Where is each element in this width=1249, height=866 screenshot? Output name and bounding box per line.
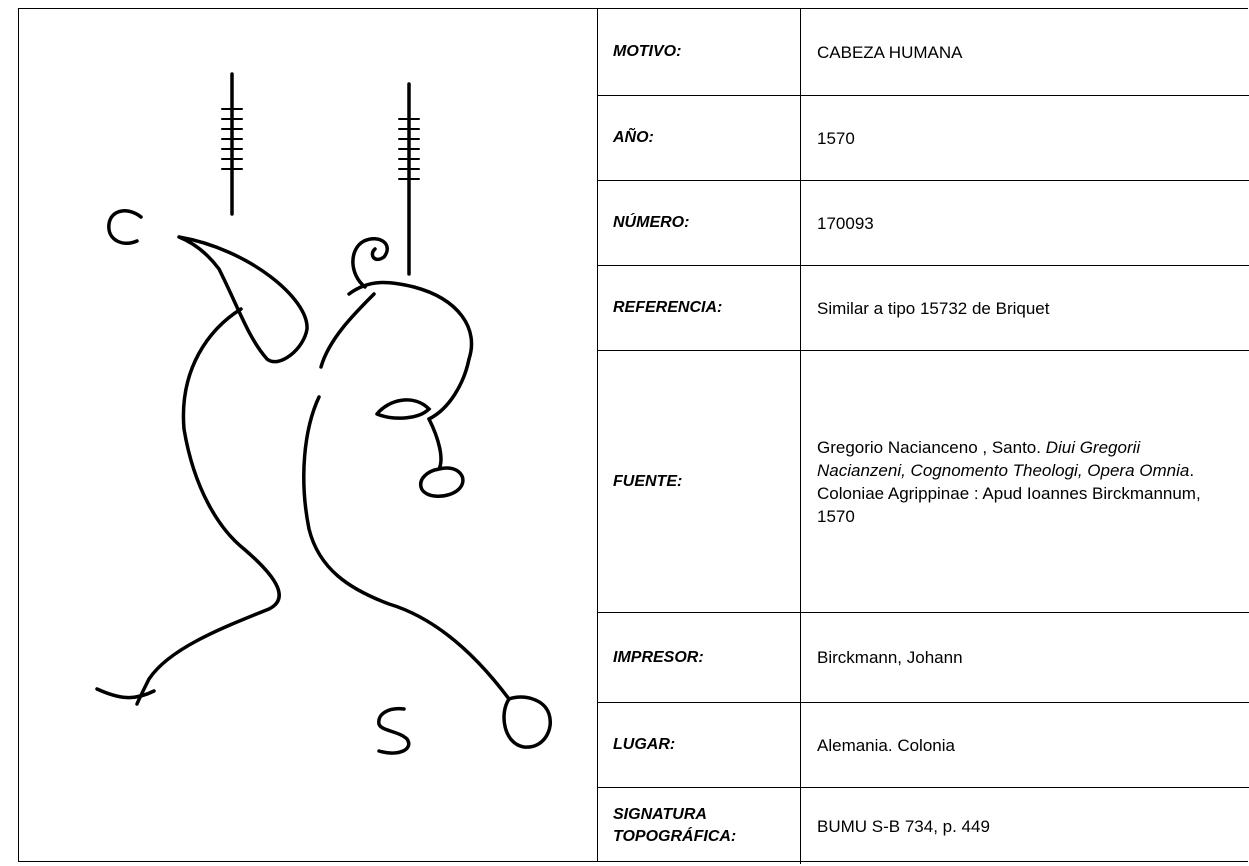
table-row: REFERENCIA: Similar a tipo 15732 de Briqu… [598, 266, 1249, 351]
field-label: SIGNATURA TOPOGRÁFICA: [598, 788, 801, 864]
table-row: AÑO: 1570 [598, 96, 1249, 181]
table-row: FUENTE: Gregorio Nacianceno , Santo. Diui… [598, 351, 1249, 613]
field-text: Gregorio Nacianceno , Santo. Diui Gregor… [817, 436, 1233, 528]
field-value: Alemania. Colonia [817, 735, 955, 755]
field-label: MOTIVO: [598, 9, 801, 95]
table-row: LUGAR: Alemania. Colonia [598, 703, 1249, 788]
field-value: BUMU S-B 734, p. 449 [817, 816, 990, 836]
watermark-drawing [19, 9, 598, 862]
field-value: CABEZA HUMANA [817, 42, 963, 62]
text-segment: Diui Gregorii Nacianzeni, Cognomento The… [817, 437, 1190, 480]
field-label: NÚMERO: [598, 181, 801, 265]
table-row: MOTIVO: CABEZA HUMANA [598, 9, 1249, 96]
field-label: IMPRESOR: [598, 613, 801, 702]
field-value: 170093 [817, 213, 874, 233]
field-value: Birckmann, Johann [817, 648, 963, 667]
text-segment: . Coloniae Agrippinae : Apud Ioannes Bir… [817, 460, 1201, 526]
field-value: Similar a tipo 15732 de Briquet [817, 298, 1050, 318]
field-label: AÑO: [598, 96, 801, 180]
text-segment: Gregorio Nacianceno , Santo. [817, 437, 1046, 457]
field-label: FUENTE: [598, 351, 801, 612]
field-label: REFERENCIA: [598, 266, 801, 350]
watermark-svg [95, 72, 552, 755]
table-row: IMPRESOR: Birckmann, Johann [598, 613, 1249, 703]
field-value: 1570 [817, 128, 855, 148]
table-row: NÚMERO: 170093 [598, 181, 1249, 266]
table-row: SIGNATURA TOPOGRÁFICA: BUMU S-B 734, p. 4… [598, 788, 1249, 864]
field-value: Gregorio Nacianceno , Santo. Diui Gregor… [801, 351, 1249, 612]
record-table: MOTIVO: CABEZA HUMANA AÑO: 1570 NÚMERO: 17009… [18, 8, 1249, 864]
details-grid: MOTIVO: CABEZA HUMANA AÑO: 1570 NÚMERO: 17009… [598, 9, 1249, 864]
field-label: LUGAR: [598, 703, 801, 787]
